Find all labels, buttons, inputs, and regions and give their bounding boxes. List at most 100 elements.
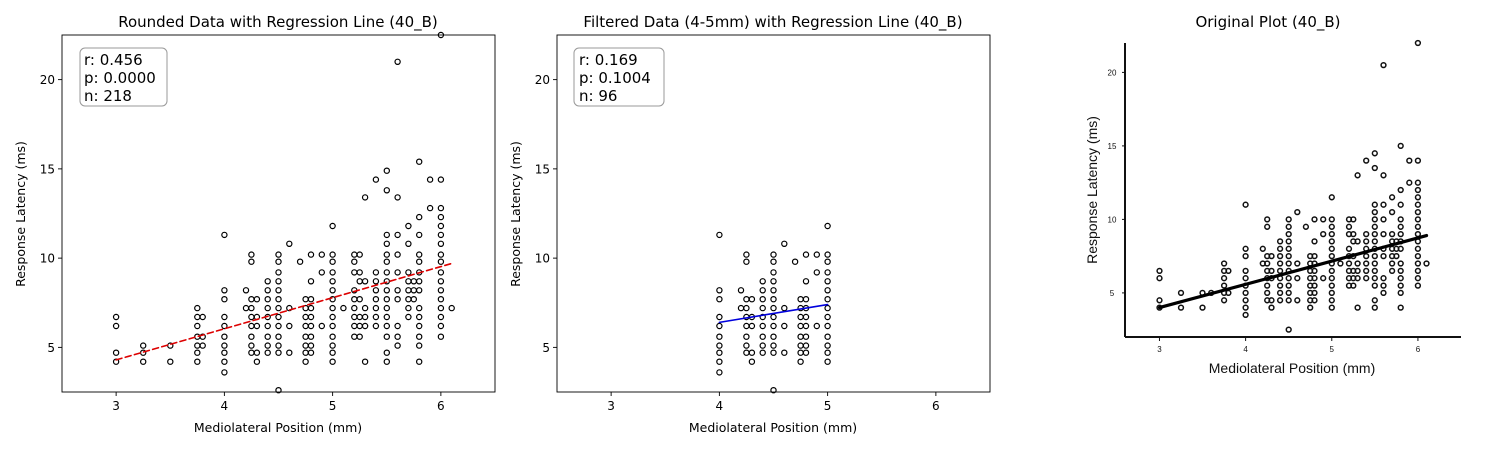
panel-rounded-point: [361, 278, 369, 285]
panel-rounded-point: [351, 296, 358, 303]
panel-original-point: [1242, 311, 1249, 319]
panel-original-point: [1225, 267, 1232, 275]
panel-original-point: [1363, 275, 1370, 282]
panel-rounded-point: [275, 349, 282, 356]
panel-rounded-point: [264, 278, 271, 285]
panel-filtered-point: [737, 287, 745, 294]
panel-original-ytick-label: 10: [1108, 215, 1117, 224]
panel-original-point: [1345, 260, 1353, 267]
panel-rounded-point: [286, 240, 293, 247]
panel-rounded-point: [372, 176, 380, 183]
panel-rounded-point: [437, 333, 445, 340]
panel-rounded-point: [275, 278, 282, 285]
panel-rounded-point: [286, 322, 293, 330]
panel-rounded-point: [329, 349, 336, 356]
panel-filtered-point: [759, 287, 766, 294]
panel-rounded-point: [405, 222, 412, 230]
panel-original-point: [1350, 216, 1357, 223]
panel-original-point: [1276, 252, 1284, 260]
panel-rounded-point: [264, 333, 271, 340]
panel-original-point: [1380, 201, 1387, 208]
panel-rounded-point: [302, 333, 309, 340]
panel-rounded-point: [405, 287, 412, 294]
panel-original-point: [1177, 289, 1185, 297]
panel-rounded-point: [356, 269, 363, 276]
panel-original-point: [1414, 260, 1422, 267]
panel-filtered-point: [824, 251, 831, 258]
panel-rounded-point: [329, 287, 336, 294]
panel-filtered-point: [813, 269, 821, 276]
panel-original-point: [1242, 289, 1249, 297]
panel-rounded-point: [394, 251, 401, 258]
panel-filtered-ytick-label: 10: [535, 252, 550, 266]
panel-rounded-point: [416, 313, 423, 321]
panel-original-point: [1328, 194, 1335, 201]
panel-rounded-point: [356, 278, 363, 285]
panel-rounded-point: [296, 258, 304, 265]
panel-rounded-point: [275, 342, 282, 349]
panel-original-point: [1388, 260, 1396, 267]
panel-rounded-point: [372, 287, 380, 294]
panel-original-point: [1264, 260, 1271, 267]
panel-filtered-point: [743, 342, 750, 349]
panel-filtered-point: [716, 342, 723, 349]
panel-filtered-point: [743, 304, 750, 312]
panel-original-ytick-label: 5: [1110, 289, 1115, 298]
panel-rounded-point: [275, 269, 282, 276]
panel-rounded-point: [437, 304, 445, 312]
panel-filtered-point: [802, 349, 810, 356]
panel-rounded-xtick-label: 3: [112, 399, 120, 413]
panel-rounded-point: [248, 333, 255, 340]
panel-filtered-point: [770, 313, 777, 321]
panel-original-point: [1397, 223, 1404, 230]
panel-original-ylabel: Response Latency (ms): [1084, 116, 1100, 264]
panel-rounded-point: [405, 240, 412, 247]
panel-filtered-frame: [556, 34, 991, 393]
panel-rounded-point: [394, 287, 401, 294]
panel-rounded-point: [437, 287, 445, 294]
panel-rounded-point: [351, 269, 358, 276]
panel-filtered-point: [748, 349, 756, 356]
panel-original-point: [1388, 194, 1396, 201]
panel-original-point: [1423, 260, 1430, 267]
panel-original-point: [1285, 245, 1292, 252]
panel-original-point: [1328, 252, 1335, 260]
panel-rounded-point: [275, 258, 282, 265]
panel-original-point: [1345, 223, 1353, 230]
panel-rounded-point: [221, 231, 228, 239]
panel-rounded-point: [437, 313, 445, 321]
panel-original-point: [1328, 245, 1335, 252]
panel-original-point: [1363, 267, 1370, 275]
panel-filtered-point: [748, 358, 756, 365]
panel-original-point: [1397, 275, 1404, 282]
panel-original-point: [1276, 238, 1284, 245]
panel-filtered-point: [716, 358, 723, 365]
panel-original-xlabel: Mediolateral Position (mm): [1209, 360, 1376, 376]
panel-original-point: [1276, 282, 1284, 289]
panel-rounded-ytick-label: 20: [40, 73, 55, 87]
panel-rounded-point: [437, 204, 445, 212]
panel-rounded-point: [221, 296, 228, 303]
panel-rounded-point: [253, 358, 261, 365]
panel-original-point: [1393, 252, 1400, 260]
panel-rounded-point: [199, 333, 206, 340]
panel-rounded-point: [437, 231, 445, 239]
panel-rounded-point: [351, 258, 358, 265]
panel-rounded-point: [416, 231, 423, 239]
panel-filtered-point: [743, 333, 750, 340]
panel-rounded-point: [248, 258, 255, 265]
panel-original-point: [1285, 326, 1292, 333]
panel-rounded-point: [264, 349, 271, 356]
panel-original-point: [1302, 223, 1310, 230]
panel-rounded-point: [383, 333, 390, 340]
panel-original-point: [1388, 208, 1396, 216]
panel-original-point: [1276, 267, 1284, 275]
panel-original-point: [1220, 282, 1228, 289]
panel-rounded-point: [329, 278, 336, 285]
panel-original-point: [1354, 304, 1361, 311]
panel-filtered-stats-box: r: 0.169 p: 0.1004 n: 96: [573, 47, 665, 107]
panel-rounded-point: [394, 342, 401, 349]
panel-rounded-point: [329, 313, 336, 321]
panel-rounded-point: [356, 333, 363, 340]
panel-original-point: [1268, 297, 1275, 304]
